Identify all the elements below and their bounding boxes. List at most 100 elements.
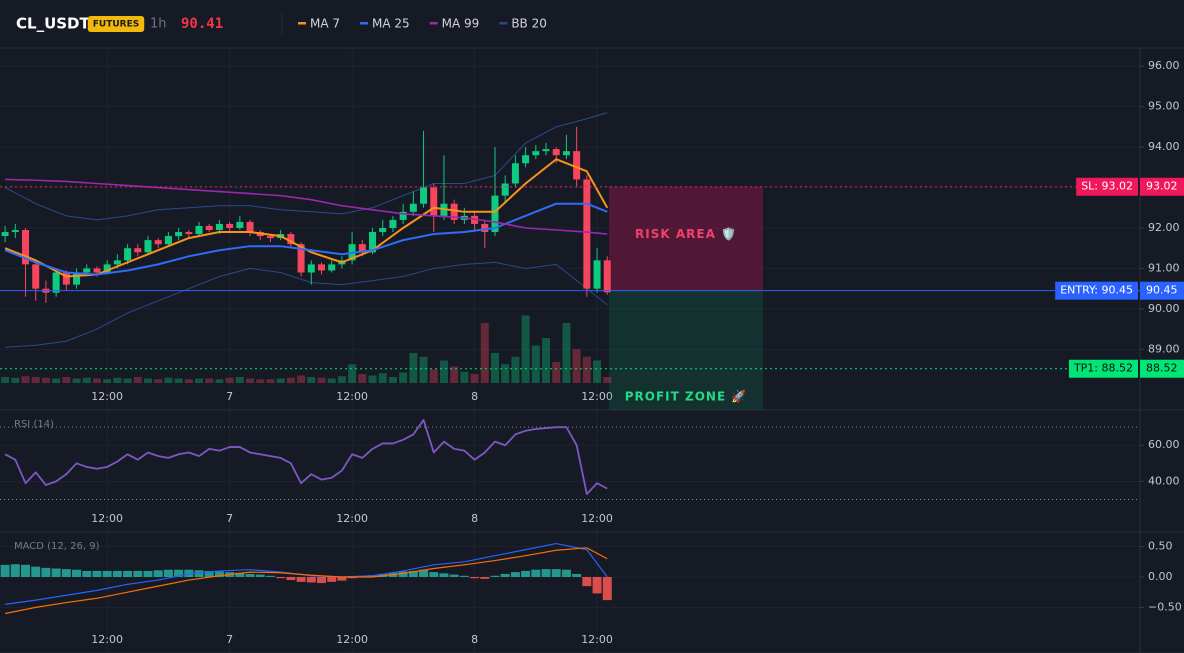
volume-bar [378,373,387,383]
macd-histogram-bar [163,569,173,577]
volume-bar [388,377,397,383]
candle-body [154,240,162,245]
macd-histogram-bar [21,564,31,577]
volume-bar [82,377,91,383]
macd-histogram-bar [112,570,122,577]
candle-body [420,187,428,204]
x-tick-label: 7 [226,633,233,646]
volume-bar [62,377,71,383]
y-tick-label: 94.00 [1148,140,1180,153]
macd-histogram-bar [449,574,459,577]
candle-body [195,225,203,235]
candle-body [603,260,611,293]
candle-body [205,225,213,231]
y-tick-label: 40.00 [1148,474,1180,487]
volume-bar [21,376,30,383]
macd-histogram-bar [480,576,490,579]
x-tick-label: 8 [471,512,478,525]
x-tick-label: 8 [471,633,478,646]
macd-histogram-bar [235,572,245,577]
macd-histogram-bar [306,576,316,583]
macd-histogram-bar [276,576,286,579]
legend-swatch [360,22,369,25]
macd-histogram-bar [82,570,92,577]
volume-bar [266,379,275,383]
candle-body [399,211,407,220]
macd-histogram-bar [102,570,112,577]
volume-bar [542,338,551,383]
volume-bar [409,353,418,383]
candle-body [522,155,530,164]
y-tick-label: 0.50 [1148,540,1173,553]
pane-title: MACD (12, 26, 9) [14,541,100,552]
rsi-line [4,419,608,495]
candle-body [103,264,111,273]
x-tick-label: 12:00 [91,633,123,646]
macd-histogram-bar [439,573,449,577]
candle-body [297,244,305,273]
volume-bar [531,345,540,383]
volume-bar [317,377,326,383]
macd-histogram-bar [41,567,51,577]
volume-bar [521,315,530,383]
volume-bar [52,378,61,383]
volume-bar [113,377,122,383]
macd-histogram-bar [337,576,347,581]
macd-histogram-bar [582,576,592,587]
candle-body [134,248,142,253]
volume-bar [562,323,571,383]
candle-body [246,221,254,233]
level-label: ENTRY: 90.45 [1060,284,1133,297]
legend-label: MA 99 [442,17,480,31]
volume-bar [246,378,255,383]
macd-histogram-bar [408,570,418,577]
volume-bar [582,356,591,383]
volume-bar [337,376,346,383]
candle-body [124,248,132,261]
volume-bar [225,377,234,383]
candle-body [358,244,366,253]
level-price-badge [1140,177,1184,196]
macd-histogram-bar [204,570,214,577]
level-label: SL: 93.02 [1081,180,1133,193]
volume-bar [184,379,193,383]
candle-body [379,227,387,233]
zone-label: RISK AREA 🛡️ [635,227,737,241]
candle-body [73,272,81,285]
level-label: TP1: 88.52 [1073,362,1133,375]
level-badge [1076,177,1138,196]
zone [609,290,763,410]
macd-histogram-bar [143,570,153,577]
macd-histogram-bar [194,570,204,577]
macd-histogram-bar [490,575,500,577]
macd-histogram-bar [572,573,582,577]
candle-body [481,223,489,233]
level-price: 88.52 [1146,362,1178,375]
volume-bar [123,378,132,383]
x-tick-label: 7 [226,390,233,403]
candle-body [491,195,499,233]
volume-bar [593,360,602,383]
candle-body [328,264,336,271]
macd-histogram-bar [214,571,224,577]
macd-histogram-bar [500,573,510,577]
candle-body [144,240,152,253]
level-price-badge [1140,359,1184,378]
candle-body [62,272,70,285]
volume-bar [439,360,448,383]
candle-body [450,203,458,220]
legend-label: BB 20 [511,17,547,31]
volume-bar [297,375,306,383]
candle-body [32,264,40,289]
macd-histogram-bar [51,568,61,577]
x-tick-label: 12:00 [336,390,368,403]
volume-bar [348,364,357,383]
x-tick-label: 12:00 [91,390,123,403]
interval: 1h [150,17,167,32]
moving-average [4,202,608,276]
level-badge [1068,359,1138,378]
volume-bar [164,377,173,383]
macd-histogram-bar [31,566,41,577]
